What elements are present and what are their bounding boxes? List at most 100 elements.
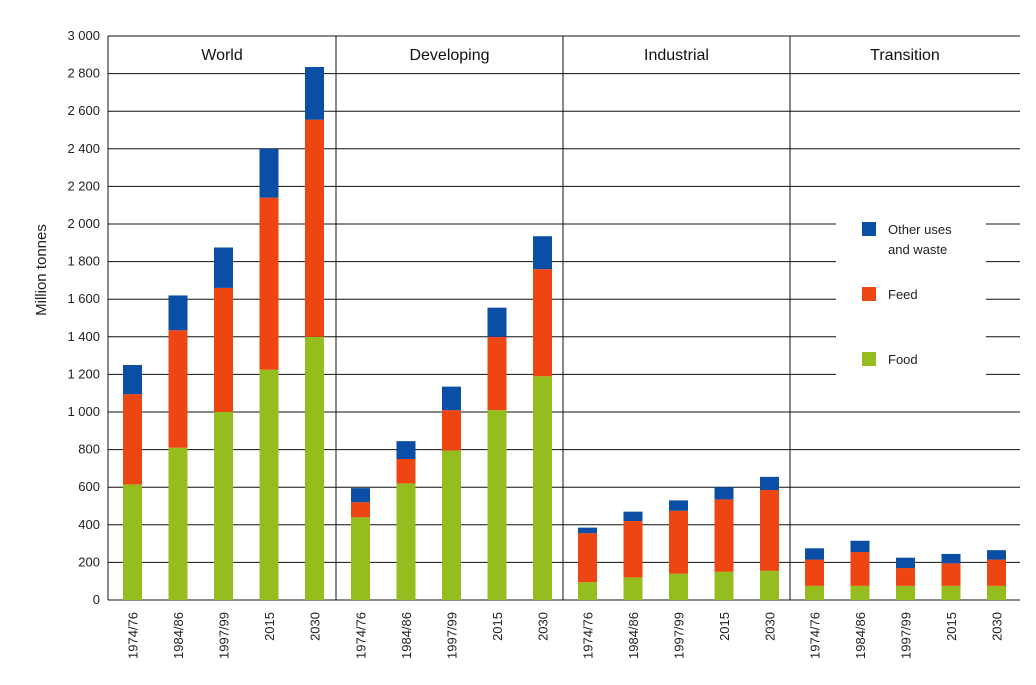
bar-segment-food	[442, 450, 461, 600]
legend-swatch-feed	[862, 287, 876, 301]
x-tick-label: 1997/99	[217, 612, 232, 659]
panel-title-developing: Developing	[409, 47, 489, 64]
y-tick-label: 1 000	[67, 404, 100, 419]
y-tick-label: 1 400	[67, 329, 100, 344]
x-tick-label: 1997/99	[899, 612, 914, 659]
bar-segment-food	[396, 483, 416, 600]
legend-label-other: and waste	[888, 242, 947, 257]
bar-segment-feed	[214, 287, 233, 412]
bar-segment-food	[533, 376, 552, 600]
y-tick-label: 200	[78, 554, 100, 569]
x-tick-label: 1984/86	[626, 612, 641, 659]
x-tick-label: 2030	[308, 612, 323, 641]
bar-segment-food	[669, 573, 688, 600]
grid-layer	[107, 35, 1020, 601]
bar-segment-other	[623, 511, 643, 522]
y-tick-label: 600	[78, 479, 100, 494]
y-tick-label: 1 800	[67, 254, 100, 269]
bar-segment-feed	[533, 269, 552, 377]
y-tick-label: 3 000	[67, 28, 100, 43]
y-tick-label: 2 400	[67, 141, 100, 156]
bar-segment-food	[941, 585, 961, 600]
bar-segment-feed	[896, 568, 915, 586]
panel-title-transition: Transition	[870, 47, 940, 64]
bar-segment-other	[396, 441, 416, 459]
bar-segment-other	[760, 476, 779, 491]
y-tick-label: 400	[78, 517, 100, 532]
bar-segment-feed	[123, 394, 142, 485]
y-tick-label: 1 200	[67, 366, 100, 381]
x-tick-label: 2015	[262, 612, 277, 641]
bar-segment-food	[760, 570, 779, 600]
bar-segment-feed	[760, 490, 779, 571]
bar-segment-other	[305, 67, 324, 120]
bar-segment-feed	[987, 559, 1006, 586]
bar-segment-other	[168, 295, 188, 331]
y-axis-label: Million tonnes	[33, 224, 50, 316]
x-tick-label: 1997/99	[672, 612, 687, 659]
x-tick-label: 1984/86	[171, 612, 186, 659]
bar-segment-other	[123, 365, 142, 395]
bar-segment-feed	[941, 563, 961, 586]
x-tick-label: 2015	[490, 612, 505, 641]
y-tick-label: 2 200	[67, 178, 100, 193]
bar-segment-food	[850, 585, 870, 600]
bar-segment-food	[214, 412, 233, 600]
bar-segment-other	[487, 307, 507, 337]
bar-segment-food	[896, 585, 915, 600]
bar-segment-other	[987, 550, 1006, 560]
x-tick-label: 2015	[717, 612, 732, 641]
panel-title-world: World	[201, 47, 243, 64]
bar-segment-food	[805, 585, 824, 600]
bar-segment-feed	[259, 197, 279, 370]
legend-label-other: Other uses	[888, 222, 952, 237]
y-tick-label: 2 800	[67, 66, 100, 81]
legend-swatch-other	[862, 222, 876, 236]
bar-segment-feed	[396, 459, 416, 484]
bar-segment-other	[714, 487, 734, 500]
bar-segment-food	[714, 571, 734, 600]
bar-segment-feed	[578, 533, 597, 583]
bar-segment-other	[214, 247, 233, 288]
y-tick-label: 800	[78, 442, 100, 457]
x-tick-label: 1974/76	[581, 612, 596, 659]
bar-segment-feed	[714, 499, 734, 572]
bar-segment-food	[578, 582, 597, 600]
x-tick-label: 1984/86	[399, 612, 414, 659]
bar-segment-other	[259, 148, 279, 198]
bar-segment-feed	[442, 410, 461, 451]
bar-segment-other	[941, 553, 961, 564]
bar-segment-feed	[850, 552, 870, 586]
bar-segment-other	[669, 500, 688, 511]
bar-segment-other	[896, 557, 915, 569]
x-tick-label: 1997/99	[445, 612, 460, 659]
bar-segment-food	[305, 336, 324, 600]
x-tick-label: 1974/76	[808, 612, 823, 659]
bar-segment-other	[805, 548, 824, 560]
x-tick-label: 2030	[763, 612, 778, 641]
bar-segment-feed	[487, 336, 507, 411]
bar-segment-food	[623, 577, 643, 600]
x-tick-label: 2030	[536, 612, 551, 641]
x-tick-label: 1984/86	[853, 612, 868, 659]
bar-segment-feed	[305, 119, 324, 337]
bar-segment-feed	[168, 330, 188, 448]
x-tick-label: 2015	[944, 612, 959, 641]
x-tick-label: 1974/76	[354, 612, 369, 659]
legend-label-food: Food	[888, 352, 918, 367]
y-tick-label: 2 000	[67, 216, 100, 231]
bar-segment-feed	[669, 510, 688, 574]
bar-segment-food	[987, 585, 1006, 600]
x-tick-label: 2030	[990, 612, 1005, 641]
x-tick-label: 1974/76	[126, 612, 141, 659]
bar-segment-other	[351, 488, 370, 503]
axis-layer: 0 200 400 600 800 1 000 1 200 1 400 1 600 1 800 2 …	[67, 28, 1004, 659]
bar-segment-feed	[351, 502, 370, 518]
bar-segment-food	[123, 484, 142, 600]
bar-segment-food	[351, 517, 370, 600]
bar-segment-other	[578, 527, 597, 534]
bar-segment-feed	[805, 559, 824, 586]
y-tick-label: 1 600	[67, 291, 100, 306]
bars-layer	[123, 67, 1006, 600]
